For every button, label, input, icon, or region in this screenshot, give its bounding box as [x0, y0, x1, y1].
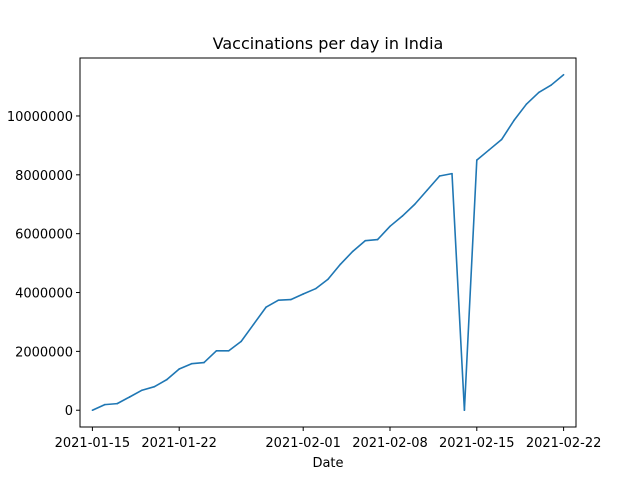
line-segment	[104, 402, 118, 406]
line-segment	[525, 91, 540, 105]
line-segment	[537, 84, 553, 94]
x-tick-label: 2021-02-15	[439, 436, 515, 451]
line-segment	[153, 378, 168, 388]
line-segment	[289, 293, 305, 301]
y-tick-label: 4000000	[15, 287, 73, 302]
x-tick-label: 2021-02-22	[526, 436, 602, 451]
line-segment	[500, 119, 515, 141]
line-segment	[488, 138, 503, 151]
line-segment	[228, 340, 242, 352]
plot-frame	[79, 57, 577, 428]
line-segment	[302, 287, 317, 295]
line-segment	[463, 159, 478, 412]
line-segment	[475, 149, 491, 161]
y-tick-label: 6000000	[15, 228, 73, 243]
line-segment	[178, 362, 193, 370]
line-segment	[265, 299, 280, 309]
line-segment	[376, 225, 391, 241]
line-segment	[413, 189, 429, 206]
line-segment	[401, 203, 416, 217]
line-segment	[203, 349, 218, 364]
line-segment	[351, 239, 367, 253]
line-segment	[314, 278, 329, 290]
plot-area: 2021-01-15 2021-01-22 2021-02-01 2021-02-08…	[7, 73, 602, 451]
y-tick-label: 10000000	[7, 110, 73, 125]
y-tick-label: 8000000	[15, 169, 73, 184]
x-tick-label: 2021-02-08	[352, 436, 428, 451]
line-segment	[240, 323, 255, 343]
line-segment	[327, 263, 342, 281]
line-segment	[438, 172, 453, 177]
x-tick-label: 2021-02-01	[265, 436, 341, 451]
x-tick-label: 2021-01-15	[55, 436, 131, 451]
line-segment	[128, 389, 143, 398]
x-tick-label: 2021-01-22	[141, 436, 217, 451]
line-segment	[550, 73, 565, 86]
line-segment	[389, 215, 404, 228]
line-segment	[166, 368, 180, 381]
x-axis-label: Date	[312, 456, 343, 471]
line-segment	[339, 250, 354, 266]
line-segment	[116, 396, 131, 405]
line-segment	[277, 298, 292, 301]
series-line	[91, 73, 565, 412]
line-segment	[426, 175, 441, 191]
y-tick-label: 0	[65, 404, 73, 419]
line-segment	[451, 172, 466, 412]
line-segment	[513, 103, 528, 122]
line-segment	[364, 238, 379, 242]
chart-title: Vaccinations per day in India	[213, 34, 444, 53]
line-segment	[141, 385, 156, 392]
line-segment	[190, 361, 205, 365]
line-segment	[252, 306, 267, 326]
y-tick-label: 2000000	[15, 345, 73, 360]
line-segment	[91, 403, 106, 412]
